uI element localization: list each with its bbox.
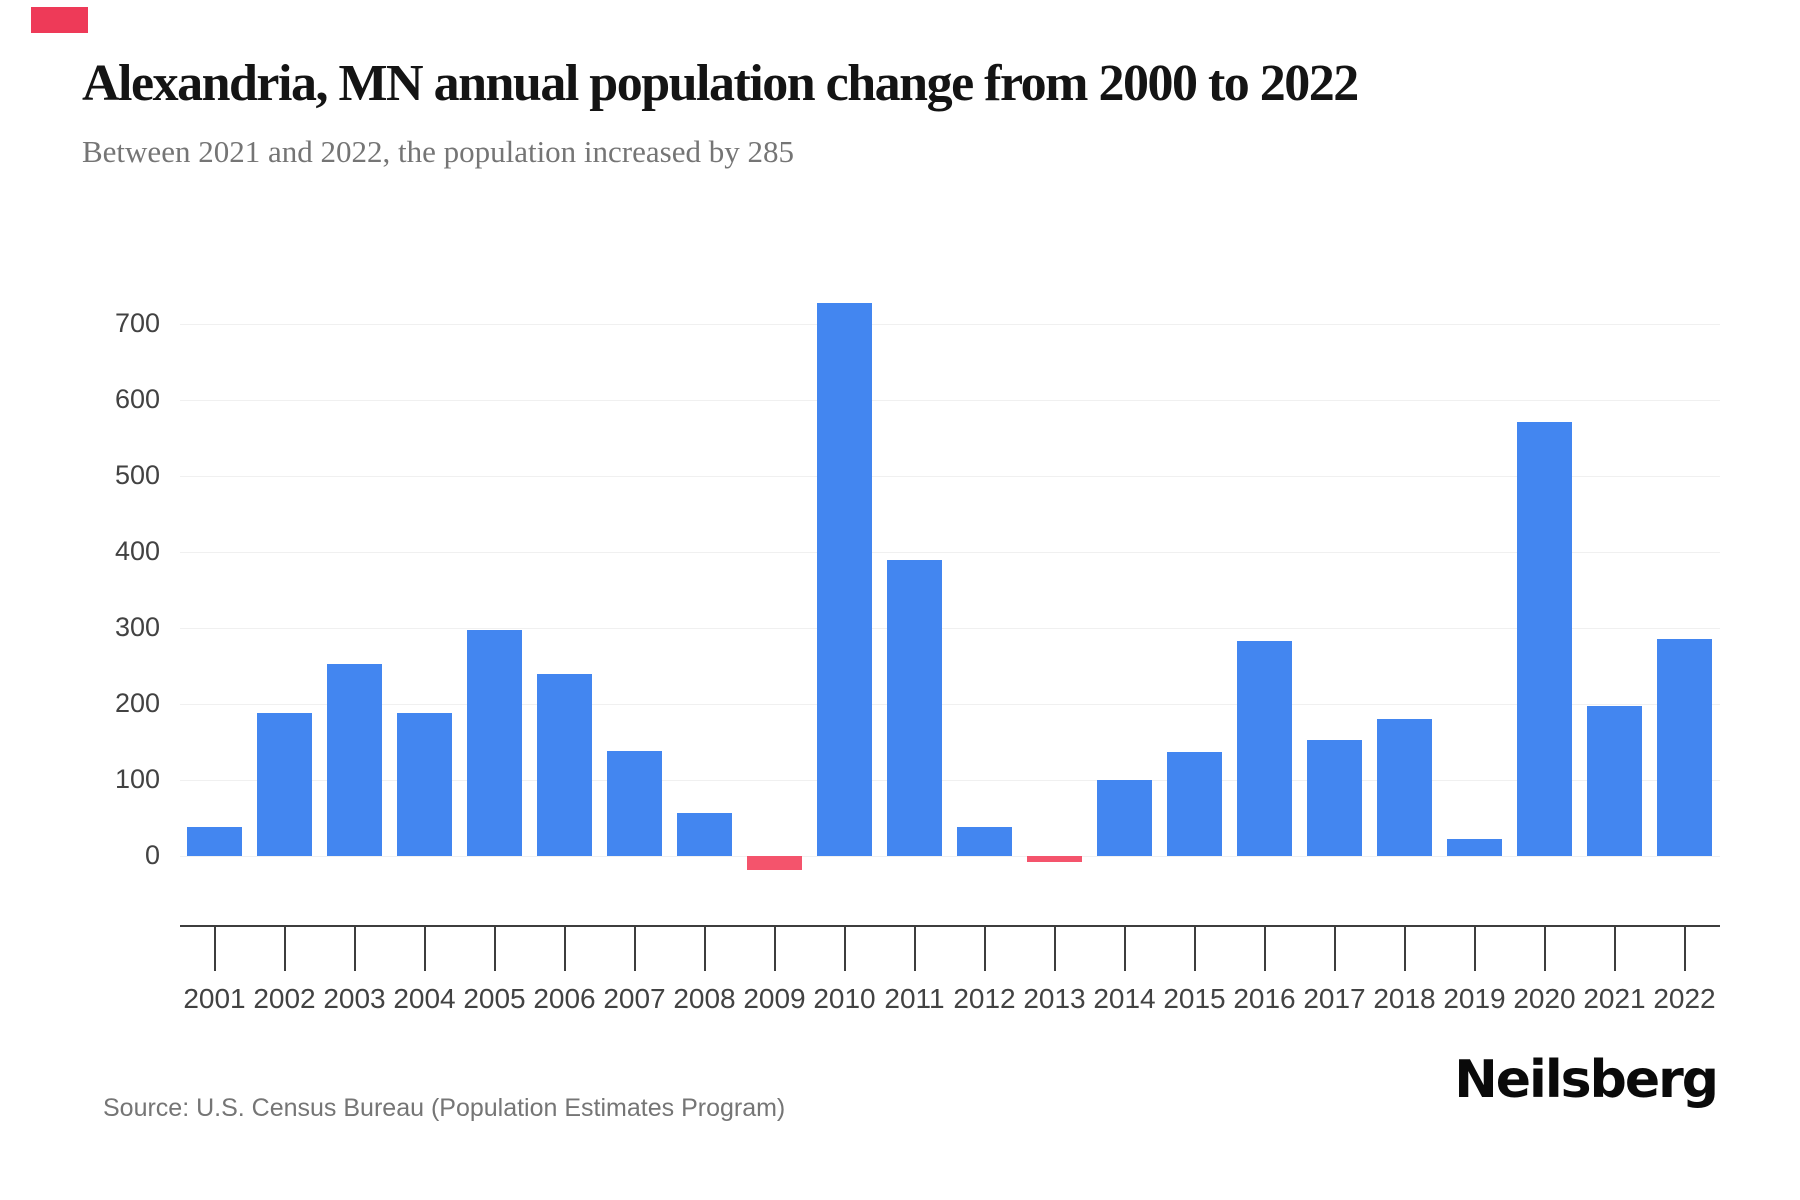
bar-2022 bbox=[1657, 639, 1712, 856]
x-axis-tick-mark bbox=[633, 925, 636, 971]
x-axis-tick-label: 2004 bbox=[393, 983, 456, 1014]
x-axis-tick-label: 2011 bbox=[884, 983, 945, 1014]
x-axis-tick-mark bbox=[1263, 925, 1266, 971]
source-note: Source: U.S. Census Bureau (Population E… bbox=[103, 1094, 786, 1122]
bar-2016 bbox=[1237, 640, 1292, 856]
x-axis-tick-mark bbox=[493, 925, 496, 971]
x-axis-tick-label: 2018 bbox=[1373, 983, 1436, 1014]
bar-chart-plot-area: 0 100 200 300 400 500 600 700 2001 2002 2003 2004 20… bbox=[114, 302, 1720, 1014]
gridline bbox=[179, 551, 1720, 553]
bar-2009 bbox=[747, 856, 802, 871]
bar-2013 bbox=[1027, 856, 1082, 863]
y-axis-tick-label: 500 bbox=[114, 460, 160, 490]
x-axis-tick-label: 2007 bbox=[603, 983, 666, 1014]
x-axis-tick-label: 2021 bbox=[1583, 983, 1646, 1014]
bar-2018 bbox=[1377, 719, 1432, 856]
x-axis-tick-mark bbox=[1683, 925, 1686, 971]
y-axis-tick-label: 400 bbox=[114, 536, 160, 566]
bar-2017 bbox=[1307, 740, 1362, 856]
x-axis-tick-mark bbox=[703, 925, 706, 971]
x-axis-tick-mark bbox=[213, 925, 216, 971]
gridline bbox=[179, 323, 1720, 325]
x-axis-tick-label: 2012 bbox=[953, 983, 1016, 1014]
x-axis-line bbox=[179, 925, 1720, 927]
y-axis-tick-label: 300 bbox=[114, 612, 160, 642]
gridline bbox=[179, 703, 1720, 705]
x-axis-tick-label: 2017 bbox=[1303, 983, 1366, 1014]
x-axis-tick-mark bbox=[843, 925, 846, 971]
bar-2001 bbox=[187, 827, 242, 856]
gridline bbox=[179, 399, 1720, 401]
y-axis-tick-label: 600 bbox=[114, 384, 160, 414]
x-axis-tick-mark bbox=[283, 925, 286, 971]
bar-2004 bbox=[397, 713, 452, 856]
x-axis-tick-label: 2020 bbox=[1513, 983, 1576, 1014]
chart-title: Alexandria, MN annual population change … bbox=[82, 55, 1359, 112]
gridline bbox=[179, 855, 1720, 857]
x-axis-tick-mark bbox=[563, 925, 566, 971]
x-axis-tick-mark bbox=[1193, 925, 1196, 971]
bar-2019 bbox=[1447, 839, 1502, 856]
x-axis-tick-mark bbox=[913, 925, 916, 971]
x-axis-tick-mark bbox=[983, 925, 986, 971]
x-axis-tick-label: 2008 bbox=[673, 983, 736, 1014]
brand-accent-rect bbox=[31, 7, 88, 33]
bar-2002 bbox=[257, 713, 312, 856]
x-axis-tick-label: 2002 bbox=[253, 983, 316, 1014]
gridline bbox=[179, 475, 1720, 477]
y-axis-tick-label: 100 bbox=[114, 764, 160, 794]
x-axis-tick-mark bbox=[1053, 925, 1056, 971]
bar-2008 bbox=[677, 812, 732, 856]
bar-2020 bbox=[1517, 422, 1572, 856]
x-axis-tick-mark bbox=[1333, 925, 1336, 971]
x-axis-tick-label: 2019 bbox=[1443, 983, 1506, 1014]
gridline bbox=[179, 779, 1720, 781]
y-axis-tick-label: 0 bbox=[144, 840, 160, 870]
y-axis-tick-label: 700 bbox=[114, 308, 160, 338]
bar-2007 bbox=[607, 751, 662, 856]
x-axis-tick-mark bbox=[1123, 925, 1126, 971]
x-axis-tick-mark bbox=[773, 925, 776, 971]
x-axis-tick-mark bbox=[353, 925, 356, 971]
x-axis-tick-label: 2009 bbox=[743, 983, 806, 1014]
x-axis-tick-label: 2013 bbox=[1023, 983, 1086, 1014]
bar-2011 bbox=[887, 559, 942, 856]
x-axis-tick-mark bbox=[1403, 925, 1406, 971]
y-axis-tick-label: 200 bbox=[114, 688, 160, 718]
bar-2003 bbox=[327, 664, 382, 856]
bar-2010 bbox=[817, 302, 872, 856]
x-axis-tick-label: 2003 bbox=[323, 983, 386, 1014]
x-axis-tick-mark bbox=[1473, 925, 1476, 971]
bar-2015 bbox=[1167, 751, 1222, 856]
bar-2014 bbox=[1097, 780, 1152, 856]
gridline bbox=[179, 627, 1720, 629]
x-axis-tick-label: 2005 bbox=[463, 983, 526, 1014]
x-axis-tick-mark bbox=[423, 925, 426, 971]
x-axis-tick-label: 2010 bbox=[813, 983, 876, 1014]
x-axis-tick-label: 2014 bbox=[1093, 983, 1156, 1014]
bar-2006 bbox=[537, 673, 592, 856]
x-axis-tick-label: 2022 bbox=[1653, 983, 1716, 1014]
x-axis-tick-label: 2001 bbox=[183, 983, 246, 1014]
x-axis-tick-label: 2016 bbox=[1233, 983, 1296, 1014]
chart-subtitle: Between 2021 and 2022, the population in… bbox=[82, 134, 794, 169]
bar-2005 bbox=[467, 630, 522, 856]
x-axis-tick-label: 2006 bbox=[533, 983, 596, 1014]
bar-2012 bbox=[957, 827, 1012, 856]
brand-logo: Neilsberg bbox=[1454, 1050, 1719, 1110]
bar-2021 bbox=[1587, 706, 1642, 856]
x-axis-tick-mark bbox=[1613, 925, 1616, 971]
x-axis-tick-label: 2015 bbox=[1163, 983, 1226, 1014]
x-axis-tick-mark bbox=[1543, 925, 1546, 971]
